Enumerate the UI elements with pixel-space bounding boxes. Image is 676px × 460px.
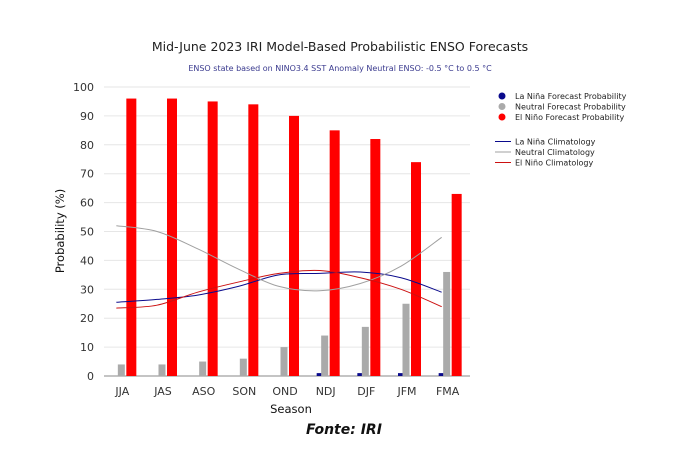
bar [126,98,137,376]
bar [199,361,207,376]
legend-label: Neutral Climatology [515,148,595,157]
bar [117,364,125,376]
bar [289,115,299,377]
climatology-line [116,269,442,309]
y-tick-label: 30 [80,283,94,296]
y-tick-label: 0 [87,370,94,383]
bar [316,373,323,376]
line-series [116,225,442,309]
source-note: Fonte: IRI [306,422,382,438]
bar [207,101,218,376]
x-tick-label: JJA [114,385,129,398]
bar [438,373,445,376]
bar [443,271,451,376]
x-axis-ticks: JJA JAS ASO SON OND NDJ DJF JFM FMA [114,385,459,398]
bar [402,303,410,376]
legend-marker [498,92,506,100]
x-tick-label: NDJ [316,385,336,398]
y-tick-label: 40 [80,254,94,267]
x-tick-label: DJF [357,385,375,398]
bar [357,373,364,376]
x-tick-label: JAS [153,385,172,398]
legend-label: Neutral Forecast Probability [515,103,626,112]
x-tick-label: SON [232,385,256,398]
y-tick-label: 90 [80,110,94,123]
bar [370,139,381,376]
bar [280,347,288,376]
y-tick-label: 20 [80,312,94,325]
bar [329,130,340,376]
climatology-line [116,271,442,303]
y-tick-label: 10 [80,341,94,354]
legend-label: La Niña Forecast Probability [515,92,627,101]
bar [451,193,462,376]
enso-forecast-chart: Mid-June 2023 IRI Model-Based Probabilis… [53,39,627,416]
y-tick-label: 70 [80,168,94,181]
y-axis-ticks: 0 10 20 30 40 50 60 70 80 90 100 [73,81,94,383]
bar [248,104,259,376]
y-tick-label: 60 [80,197,94,210]
grid-lines [104,86,470,377]
y-tick-label: 80 [80,139,94,152]
bar [361,326,369,376]
x-tick-label: FMA [436,385,460,398]
x-tick-label: ASO [192,385,216,398]
legend-marker [498,113,506,121]
y-tick-label: 50 [80,226,94,239]
bar [398,373,404,376]
y-axis-label: Probability (%) [53,189,67,273]
legend-marker [498,103,506,110]
chart-subtitle: ENSO state based on NINO3.4 SST Anomaly … [188,64,492,73]
climatology-line [116,225,442,292]
y-tick-label: 100 [73,81,94,94]
chart-title: Mid-June 2023 IRI Model-Based Probabilis… [152,39,528,54]
bar-series [117,98,462,377]
legend-label: El Niño Forecast Probability [515,113,624,122]
bar [321,335,329,376]
legend-label: El Niño Climatology [515,159,593,168]
x-tick-label: OND [272,385,297,398]
x-axis-label: Season [270,402,312,416]
x-tick-label: JFM [396,385,416,398]
legend: La Niña Forecast Probability Neutral Fore… [495,92,627,168]
legend-label: La Niña Climatology [515,138,596,147]
bar [411,162,421,376]
bar [239,358,247,376]
bar [158,364,166,376]
